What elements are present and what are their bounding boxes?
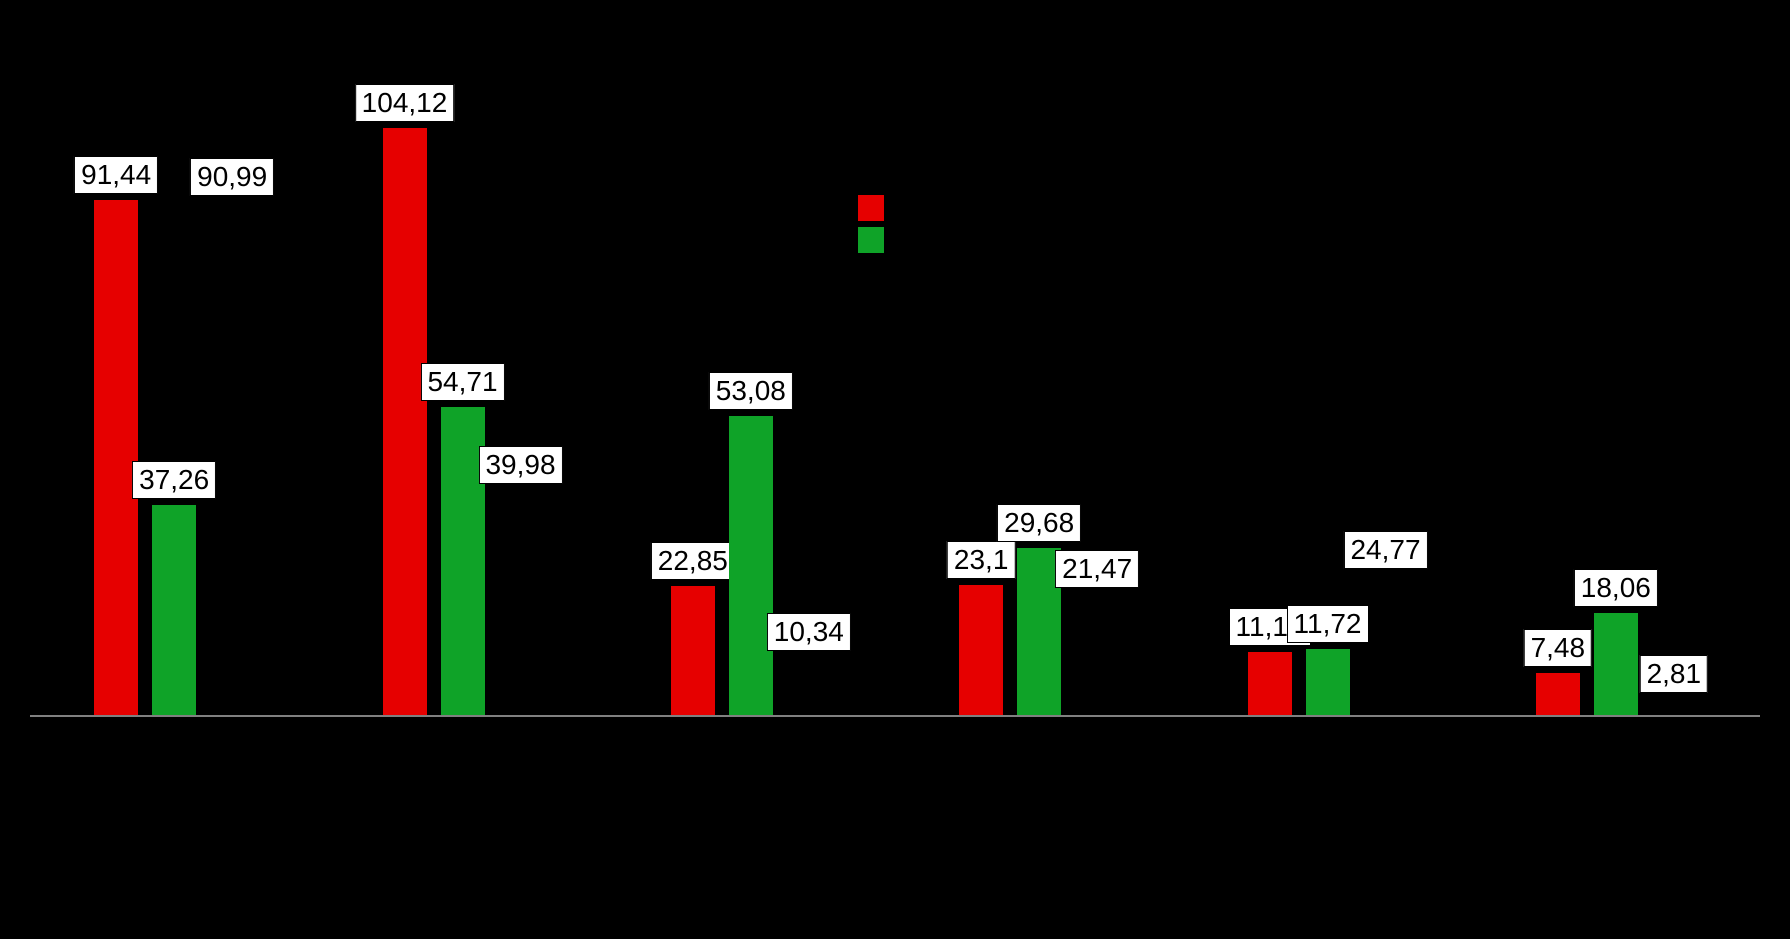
bar — [1306, 649, 1350, 715]
bar-value-label: 53,08 — [709, 372, 793, 410]
bar — [94, 200, 138, 715]
bar — [383, 128, 427, 715]
legend — [858, 195, 884, 259]
legend-swatch — [858, 227, 884, 253]
bar-value-label: 91,44 — [74, 156, 158, 194]
bar-value-label: 23,1 — [947, 541, 1016, 579]
bar-value-label: 7,48 — [1524, 629, 1593, 667]
bar — [152, 505, 196, 715]
bar-value-label: 2,81 — [1640, 655, 1709, 693]
bar-value-label: 11,72 — [1287, 605, 1369, 643]
bar — [1594, 613, 1638, 715]
bar — [1248, 652, 1292, 715]
bar-value-label: 104,12 — [355, 84, 455, 122]
bar-value-label: 39,98 — [478, 446, 562, 484]
bar — [959, 585, 1003, 715]
bar-value-label: 10,34 — [767, 613, 851, 651]
bar-value-label: 22,85 — [651, 542, 735, 580]
chart-container: 91,44 37,26 90,99 104,12 54,71 39,98 22,85 53,0… — [0, 0, 1790, 939]
bar-value-label: 54,71 — [420, 363, 504, 401]
bar-value-label: 29,68 — [997, 504, 1081, 542]
legend-item — [858, 195, 884, 221]
plot-area: 91,4437,2690,99104,1254,7139,9822,8553,0… — [30, 95, 1760, 715]
bar-value-label: 21,47 — [1055, 550, 1139, 588]
bar-value-label: 37,26 — [132, 461, 216, 499]
bar-value-label: 90,99 — [190, 158, 274, 196]
bar-value-label: 18,06 — [1574, 569, 1658, 607]
bar — [671, 586, 715, 715]
x-axis-line — [30, 715, 1760, 717]
bar — [729, 416, 773, 715]
legend-swatch — [858, 195, 884, 221]
bar-value-label: 24,77 — [1343, 531, 1427, 569]
legend-item — [858, 227, 884, 253]
bar — [1536, 673, 1580, 715]
